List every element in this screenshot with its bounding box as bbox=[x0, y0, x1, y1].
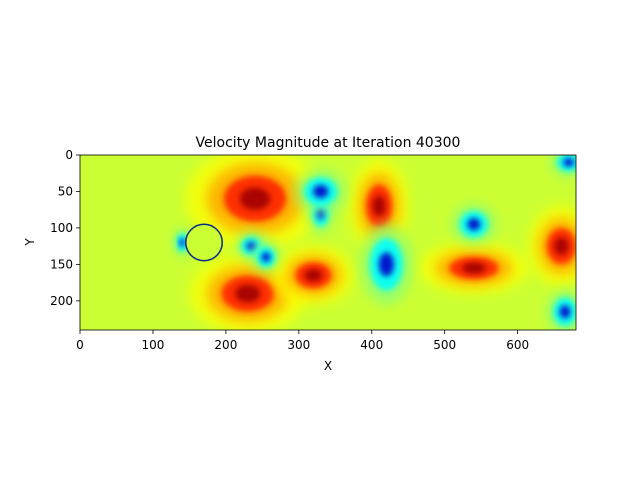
y-tick-label: 150 bbox=[50, 257, 73, 271]
field-region-low-8 bbox=[251, 241, 281, 274]
x-tick-label: 400 bbox=[360, 338, 383, 352]
x-tick-label: 300 bbox=[287, 338, 310, 352]
field-region-low-10 bbox=[295, 169, 347, 214]
field-blob bbox=[554, 237, 569, 255]
chart-title: Velocity Magnitude at Iteration 40300 bbox=[196, 135, 461, 151]
field-region-high-1 bbox=[189, 253, 307, 330]
field-blob bbox=[563, 157, 575, 167]
field-blob bbox=[559, 305, 571, 319]
field-region-high-4 bbox=[419, 242, 529, 294]
y-tick-label: 200 bbox=[50, 294, 73, 308]
x-tick-label: 0 bbox=[76, 338, 84, 352]
field-blob bbox=[372, 195, 386, 217]
x-tick-label: 100 bbox=[141, 338, 164, 352]
field-region-high-0 bbox=[185, 155, 325, 250]
x-axis-label: X bbox=[324, 359, 332, 373]
field-blob bbox=[313, 184, 329, 199]
x-tick-label: 600 bbox=[506, 338, 529, 352]
heatmap-plot-area bbox=[79, 154, 577, 331]
field-region-low-12 bbox=[452, 203, 496, 245]
y-axis-label: Y bbox=[23, 238, 37, 247]
field-blob bbox=[461, 262, 486, 274]
field-region-high-5 bbox=[528, 206, 576, 287]
y-axis-ticks: 0 50 100 150 200 bbox=[50, 148, 80, 308]
field-region-low-14 bbox=[550, 155, 576, 177]
y-tick-label: 0 bbox=[65, 148, 73, 162]
x-tick-label: 200 bbox=[214, 338, 237, 352]
y-tick-label: 100 bbox=[50, 221, 73, 235]
field-region-high-2 bbox=[273, 246, 354, 305]
cylinder-obstacle bbox=[185, 223, 223, 262]
plot-frame bbox=[79, 154, 577, 331]
field-region-low-11 bbox=[360, 224, 412, 305]
field-blob bbox=[234, 284, 261, 303]
x-tick-label: 500 bbox=[433, 338, 456, 352]
field-blob bbox=[467, 218, 481, 231]
velocity-field bbox=[173, 155, 576, 330]
field-blob bbox=[179, 238, 185, 247]
y-tick-label: 50 bbox=[58, 184, 73, 198]
field-blob bbox=[261, 252, 271, 262]
field-region-low-13 bbox=[546, 289, 576, 330]
field-blob bbox=[378, 252, 395, 277]
field-blob bbox=[304, 268, 323, 282]
field-blob bbox=[239, 187, 271, 210]
x-axis-ticks: 0 100 200 300 400 500 600 bbox=[76, 330, 529, 352]
